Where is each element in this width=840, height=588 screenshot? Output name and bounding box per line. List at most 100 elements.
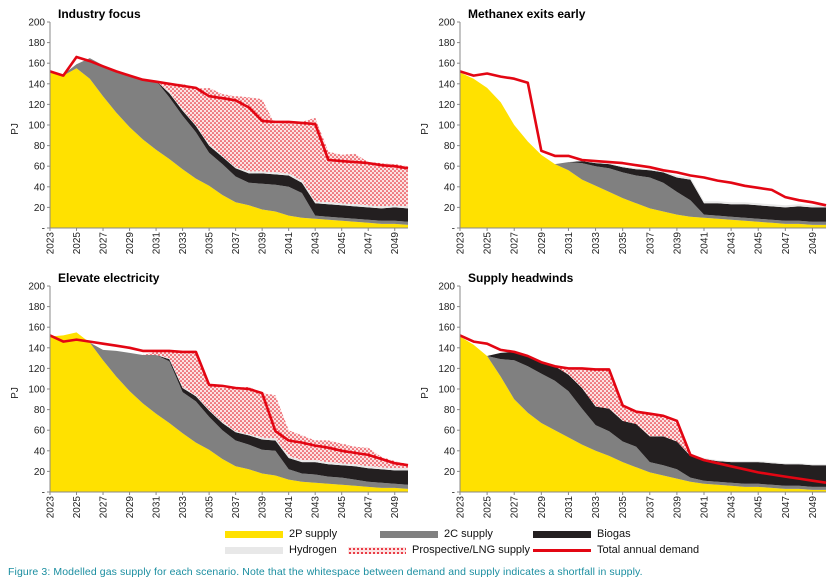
demand-line-3 (49, 334, 409, 467)
x-tick-label: 2029 (125, 232, 136, 255)
x-tick-label: 2031 (152, 232, 163, 255)
area-2c-supply-2 (460, 72, 826, 225)
x-tick-label: 2041 (700, 496, 711, 519)
x-tick-label: 2049 (390, 232, 401, 255)
x-tick-label: 2043 (311, 232, 322, 255)
x-tick-label: 2031 (152, 496, 163, 519)
y-tick-label: 80 (34, 141, 46, 152)
x-tick-label: 2039 (258, 496, 269, 519)
y-tick-label: 200 (438, 282, 455, 293)
x-tick-label: 2035 (205, 232, 216, 255)
x-tick-label: 2023 (456, 232, 467, 255)
y-tick-label: 80 (444, 405, 456, 416)
area-2p-supply-2 (460, 72, 826, 228)
y-tick-label: 140 (438, 79, 455, 90)
x-tick-label: 2043 (311, 496, 322, 519)
chart-panel-2: - 20 40 60 80 100 120 140 160 180 200 2023 2025 2027 2… (420, 7, 827, 255)
x-tick-label: 2043 (727, 496, 738, 519)
x-tick-label: 2033 (591, 232, 602, 255)
y-tick-label: 120 (438, 364, 455, 375)
x-tick-label: 2047 (364, 496, 375, 519)
x-tick-label: 2039 (672, 232, 683, 255)
chart-title: Supply headwinds (468, 271, 574, 285)
chart-title: Elevate electricity (58, 271, 160, 285)
y-tick-label: 60 (444, 162, 456, 173)
x-tick-label: 2033 (178, 232, 189, 255)
y-tick-label: 180 (438, 38, 455, 49)
area-biogas-3 (50, 332, 408, 485)
x-tick-label: 2049 (390, 496, 401, 519)
x-tick-label: 2023 (46, 496, 57, 519)
y-tick-label: 60 (444, 426, 456, 437)
y-tick-label: 20 (444, 203, 456, 214)
x-tick-label: 2027 (510, 496, 521, 519)
x-tick-label: 2023 (46, 232, 57, 255)
chart-panel-1: - 20 40 60 80 100 120 140 160 180 200 2023 2025 2027 2… (10, 7, 409, 255)
x-tick-label: 2025 (72, 496, 83, 519)
x-tick-label: 2037 (645, 232, 656, 255)
y-tick-label: 140 (28, 343, 45, 354)
x-tick-label: 2025 (72, 232, 83, 255)
y-tick-label: 60 (34, 426, 46, 437)
x-tick-label: 2027 (99, 496, 110, 519)
x-tick-label: 2037 (231, 496, 242, 519)
x-tick-label: 2045 (337, 232, 348, 255)
x-tick-label: 2027 (99, 232, 110, 255)
x-tick-label: 2039 (672, 496, 683, 519)
y-tick-label: 80 (34, 405, 46, 416)
x-tick-label: 2031 (564, 232, 575, 255)
x-tick-label: 2025 (483, 232, 494, 255)
x-tick-label: 2029 (537, 496, 548, 519)
x-tick-label: 2033 (591, 496, 602, 519)
y-tick-label: 60 (34, 162, 46, 173)
x-tick-label: 2041 (284, 496, 295, 519)
y-tick-label: - (452, 224, 455, 235)
area-2p-supply-3 (50, 332, 408, 492)
y-tick-label: 120 (28, 364, 45, 375)
y-tick-label: - (42, 488, 45, 499)
y-tick-label: 160 (28, 59, 45, 70)
y-tick-label: 140 (28, 79, 45, 90)
x-tick-label: 2025 (483, 496, 494, 519)
y-tick-label: 180 (28, 302, 45, 313)
y-tick-label: 100 (28, 121, 45, 132)
y-tick-label: 200 (28, 18, 45, 29)
area-2c-supply-4 (460, 336, 826, 490)
figure-caption: Figure 3: Modelled gas supply for each s… (8, 566, 643, 578)
y-tick-label: 140 (438, 343, 455, 354)
x-tick-label: 2041 (700, 232, 711, 255)
chart-title: Methanex exits early (468, 7, 586, 21)
y-tick-label: 80 (444, 141, 456, 152)
y-tick-label: 20 (34, 203, 46, 214)
chart-panel-4: - 20 40 60 80 100 120 140 160 180 200 2023 2025 2027 2… (420, 271, 827, 519)
y-tick-label: 100 (28, 385, 45, 396)
x-tick-label: 2047 (364, 232, 375, 255)
y-tick-label: 40 (444, 446, 456, 457)
demand-line-4 (459, 334, 827, 484)
x-tick-label: 2035 (618, 496, 629, 519)
x-tick-label: 2027 (510, 232, 521, 255)
y-tick-label: 40 (34, 446, 46, 457)
y-tick-label: - (42, 224, 45, 235)
y-axis-label: PJ (10, 123, 21, 135)
chart-panel-3: - 20 40 60 80 100 120 140 160 180 200 2023 2025 2027 2… (10, 271, 409, 519)
area-2c-supply-3 (50, 332, 408, 489)
x-tick-label: 2049 (808, 232, 819, 255)
y-tick-label: 40 (444, 182, 456, 193)
y-tick-label: 180 (438, 302, 455, 313)
y-tick-label: 100 (438, 121, 455, 132)
x-tick-label: 2045 (337, 496, 348, 519)
y-tick-label: 160 (438, 323, 455, 334)
x-tick-label: 2037 (645, 496, 656, 519)
x-tick-label: 2045 (754, 232, 765, 255)
y-tick-label: 100 (438, 385, 455, 396)
area-prospective-lng-1 (50, 58, 408, 207)
x-tick-label: 2045 (754, 496, 765, 519)
demand-line-2 (459, 70, 827, 207)
x-tick-label: 2029 (537, 232, 548, 255)
y-tick-label: 40 (34, 182, 46, 193)
y-tick-label: 160 (438, 59, 455, 70)
x-tick-label: 2047 (781, 232, 792, 255)
area-2c-supply-1 (50, 58, 408, 225)
